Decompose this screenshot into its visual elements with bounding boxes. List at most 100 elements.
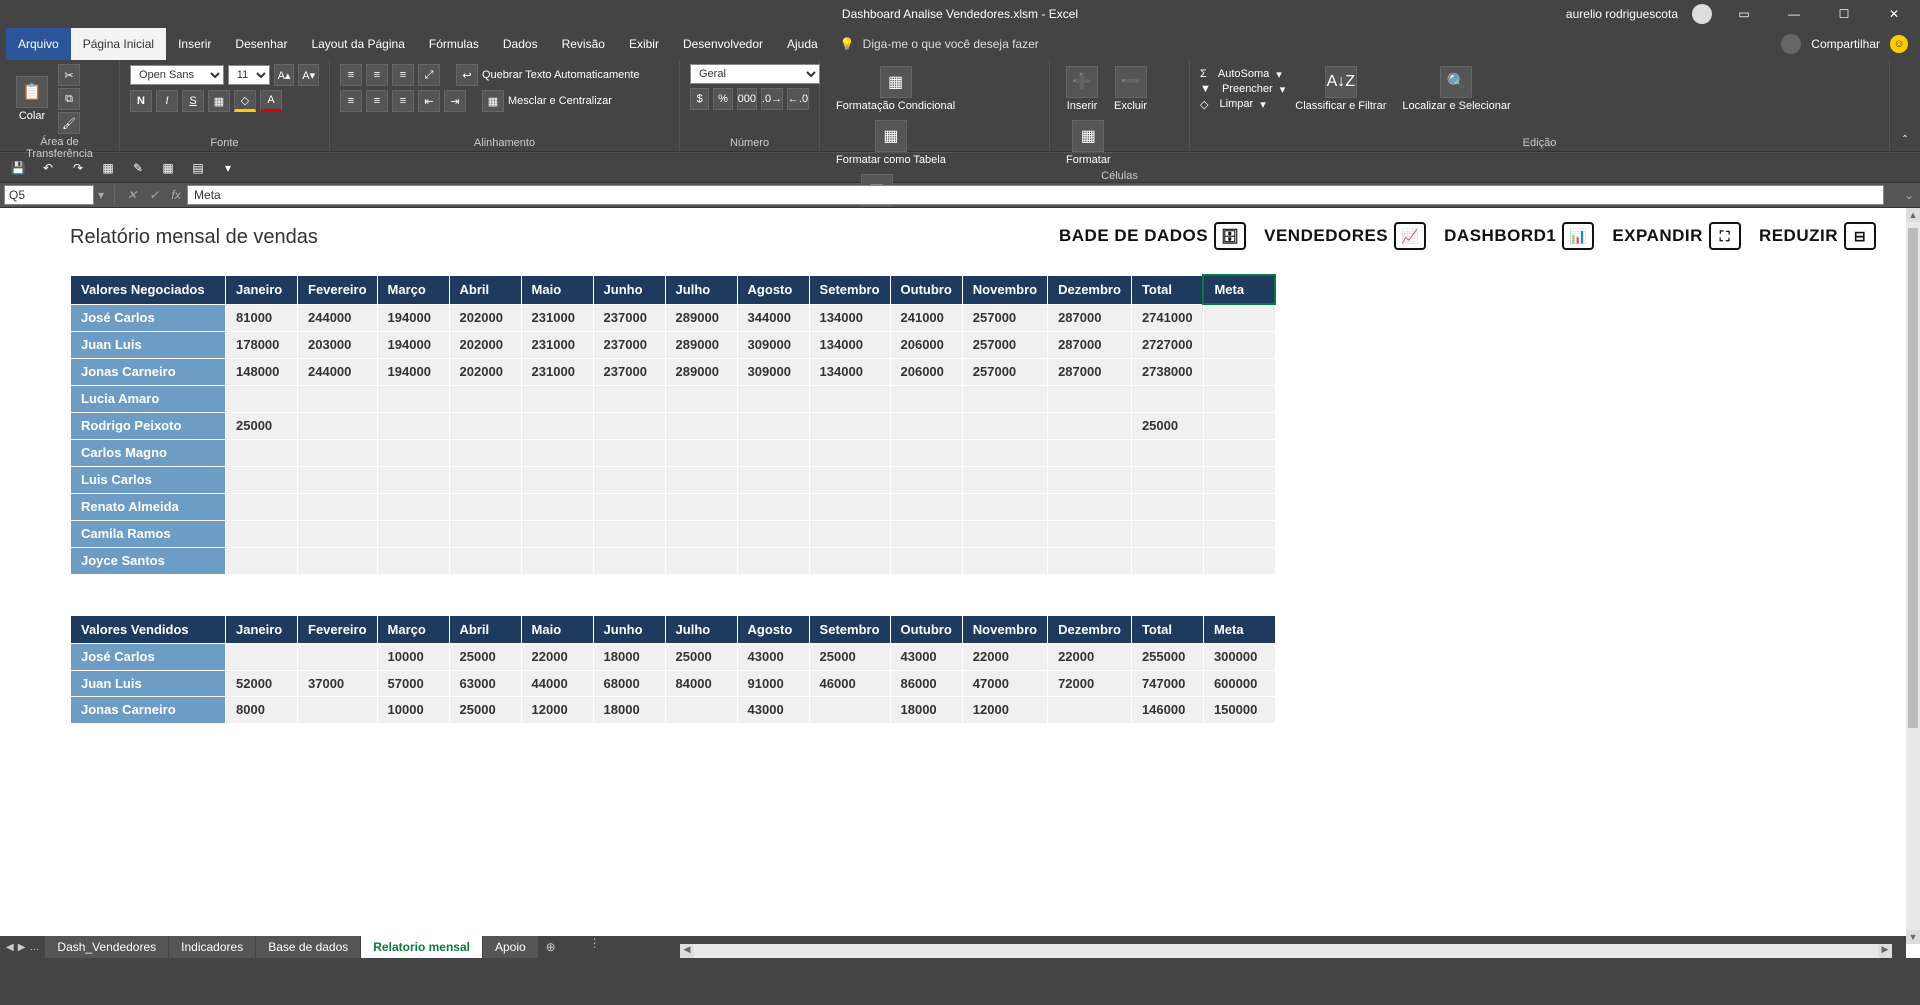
save-icon[interactable]: 💾 — [8, 158, 28, 178]
data-cell[interactable]: 231000 — [521, 304, 593, 331]
data-cell[interactable]: 289000 — [665, 358, 737, 385]
column-header[interactable]: Fevereiro — [298, 615, 378, 643]
data-cell[interactable] — [890, 520, 962, 547]
qat-btn-2[interactable]: ✎ — [128, 158, 148, 178]
table-row[interactable]: Camila Ramos — [71, 520, 1276, 547]
data-cell[interactable]: 12000 — [521, 696, 593, 723]
name-box[interactable] — [4, 185, 94, 205]
row-name-cell[interactable]: Jonas Carneiro — [71, 696, 226, 723]
data-cell[interactable] — [890, 439, 962, 466]
clear-button[interactable]: ◇ Limpar ▾ — [1200, 98, 1285, 111]
column-header[interactable]: Agosto — [737, 275, 809, 304]
data-cell[interactable] — [377, 547, 449, 574]
data-cell[interactable] — [809, 696, 890, 723]
row-name-cell[interactable]: Juan Luis — [71, 331, 226, 358]
enter-formula-icon[interactable]: ✓ — [143, 185, 165, 205]
data-cell[interactable]: 203000 — [298, 331, 378, 358]
data-cell[interactable]: 244000 — [298, 304, 378, 331]
data-cell[interactable] — [226, 385, 298, 412]
file-tab[interactable]: Arquivo — [6, 28, 71, 60]
ribbon-tab[interactable]: Inserir — [166, 28, 223, 60]
row-name-cell[interactable]: Rodrigo Peixoto — [71, 412, 226, 439]
data-cell[interactable]: 287000 — [1048, 304, 1132, 331]
data-cell[interactable] — [377, 412, 449, 439]
column-header[interactable]: Meta — [1203, 615, 1275, 643]
table-row[interactable]: Carlos Magno — [71, 439, 1276, 466]
data-cell[interactable]: 10000 — [377, 696, 449, 723]
data-cell[interactable] — [521, 439, 593, 466]
scroll-thumb[interactable] — [1908, 228, 1918, 728]
data-cell[interactable] — [377, 520, 449, 547]
data-cell[interactable]: 81000 — [226, 304, 298, 331]
column-header[interactable]: Junho — [593, 615, 665, 643]
data-cell[interactable]: 8000 — [226, 696, 298, 723]
row-name-cell[interactable]: José Carlos — [71, 304, 226, 331]
data-cell[interactable] — [449, 520, 521, 547]
tab-more-icon[interactable]: … — [29, 942, 39, 953]
data-cell[interactable]: 194000 — [377, 331, 449, 358]
data-cell[interactable]: 25000 — [449, 643, 521, 670]
table-title-header[interactable]: Valores Negociados — [71, 275, 226, 304]
qat-btn-3[interactable]: ▦ — [158, 158, 178, 178]
data-cell[interactable]: 231000 — [521, 331, 593, 358]
scroll-down-icon[interactable]: ▼ — [1906, 930, 1920, 944]
vertical-scrollbar[interactable]: ▲ ▼ — [1906, 208, 1920, 944]
column-header[interactable]: Outubro — [890, 275, 962, 304]
align-bottom-icon[interactable]: ≡ — [392, 64, 414, 86]
fx-icon[interactable]: fx — [165, 185, 187, 205]
data-cell[interactable]: 25000 — [1131, 412, 1203, 439]
data-cell[interactable]: 18000 — [890, 696, 962, 723]
data-cell[interactable]: 2741000 — [1131, 304, 1203, 331]
data-cell[interactable] — [809, 385, 890, 412]
ribbon-tab[interactable]: Layout da Página — [299, 28, 416, 60]
row-name-cell[interactable]: Renato Almeida — [71, 493, 226, 520]
data-cell[interactable]: 22000 — [521, 643, 593, 670]
table-row[interactable]: Jonas Carneiro80001000025000120001800043… — [71, 696, 1276, 723]
data-cell[interactable] — [1048, 412, 1132, 439]
data-cell[interactable] — [226, 466, 298, 493]
data-cell[interactable] — [665, 466, 737, 493]
data-cell[interactable]: 86000 — [890, 670, 962, 696]
delete-cells-button[interactable]: ➖Excluir — [1108, 64, 1153, 114]
data-cell[interactable] — [1203, 493, 1275, 520]
data-cell[interactable] — [1203, 385, 1275, 412]
row-name-cell[interactable]: Joyce Santos — [71, 547, 226, 574]
autosum-button[interactable]: Σ AutoSoma ▾ — [1200, 68, 1285, 81]
table-row[interactable]: Joyce Santos — [71, 547, 1276, 574]
data-cell[interactable]: 241000 — [890, 304, 962, 331]
column-header[interactable]: Janeiro — [226, 615, 298, 643]
data-cell[interactable] — [226, 643, 298, 670]
increase-font-icon[interactable]: A▴ — [274, 64, 295, 86]
data-cell[interactable]: 747000 — [1131, 670, 1203, 696]
font-color-icon[interactable]: A — [260, 90, 282, 112]
data-cell[interactable] — [298, 493, 378, 520]
ribbon-tab[interactable]: Dados — [491, 28, 550, 60]
data-cell[interactable] — [737, 466, 809, 493]
table-row[interactable]: Lucia Amaro — [71, 385, 1276, 412]
ribbon-tab[interactable]: Desenvolvedor — [671, 28, 775, 60]
data-cell[interactable] — [665, 385, 737, 412]
data-cell[interactable]: 178000 — [226, 331, 298, 358]
format-table-button[interactable]: ▦Formatar como Tabela — [830, 118, 952, 168]
data-cell[interactable] — [665, 547, 737, 574]
data-cell[interactable] — [809, 547, 890, 574]
table-row[interactable]: Jonas Carneiro14800024400019400020200023… — [71, 358, 1276, 385]
row-name-cell[interactable]: José Carlos — [71, 643, 226, 670]
qat-btn-4[interactable]: ▤ — [188, 158, 208, 178]
close-button[interactable]: ✕ — [1876, 0, 1912, 28]
font-size-select[interactable]: 11 — [228, 65, 270, 85]
data-cell[interactable] — [226, 547, 298, 574]
column-header[interactable]: Meta — [1203, 275, 1275, 304]
column-header[interactable]: Total — [1131, 275, 1203, 304]
data-cell[interactable] — [521, 493, 593, 520]
table-row[interactable]: Juan Luis1780002030001940002020002310002… — [71, 331, 1276, 358]
table-row[interactable]: Rodrigo Peixoto2500025000 — [71, 412, 1276, 439]
data-cell[interactable] — [962, 412, 1047, 439]
table-row[interactable]: José Carlos81000244000194000202000231000… — [71, 304, 1276, 331]
align-top-icon[interactable]: ≡ — [340, 64, 362, 86]
data-cell[interactable] — [1203, 412, 1275, 439]
find-select-button[interactable]: 🔍Localizar e Selecionar — [1396, 64, 1516, 114]
data-cell[interactable] — [665, 412, 737, 439]
data-cell[interactable] — [298, 520, 378, 547]
column-header[interactable]: Outubro — [890, 615, 962, 643]
